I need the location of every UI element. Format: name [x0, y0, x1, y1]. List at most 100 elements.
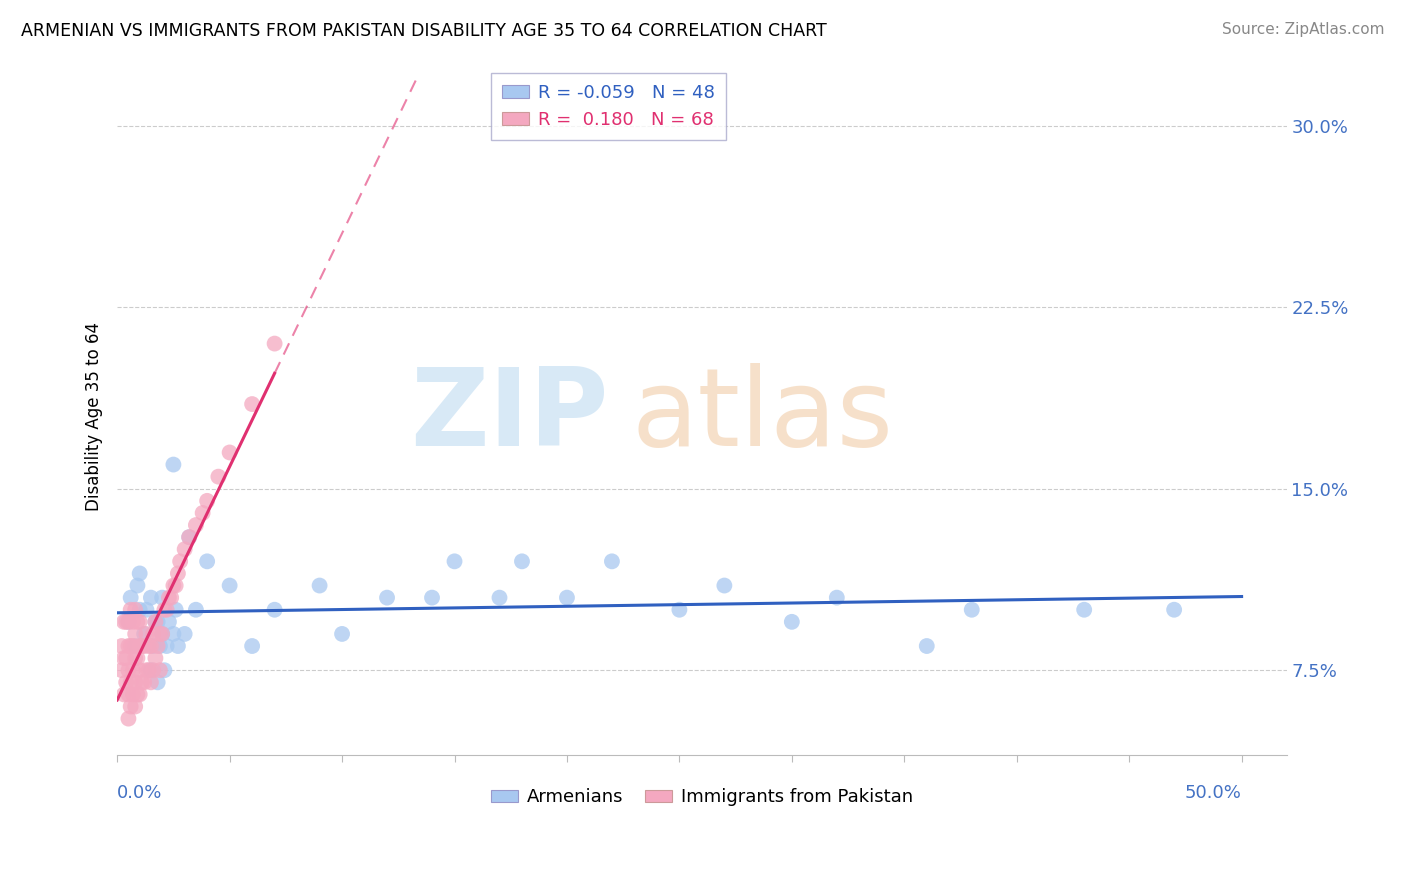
- Point: [157, 591, 180, 605]
- Point: [184, 518, 207, 533]
- Point: [149, 639, 172, 653]
- Point: [124, 639, 146, 653]
- Point: [960, 603, 983, 617]
- Point: [128, 566, 150, 581]
- Point: [150, 627, 173, 641]
- Point: [142, 639, 165, 653]
- Text: ZIP: ZIP: [409, 363, 609, 469]
- Point: [173, 542, 195, 557]
- Point: [169, 554, 191, 568]
- Point: [128, 687, 150, 701]
- Point: [124, 699, 146, 714]
- Point: [149, 627, 172, 641]
- Point: [138, 663, 160, 677]
- Point: [263, 603, 285, 617]
- Point: [122, 687, 145, 701]
- Point: [162, 458, 184, 472]
- Y-axis label: Disability Age 35 to 64: Disability Age 35 to 64: [86, 322, 103, 511]
- Point: [127, 687, 149, 701]
- Point: [131, 639, 153, 653]
- Point: [488, 591, 510, 605]
- Point: [134, 675, 156, 690]
- Point: [122, 615, 145, 629]
- Legend: Armenians, Immigrants from Pakistan: Armenians, Immigrants from Pakistan: [484, 781, 921, 814]
- Text: 0.0%: 0.0%: [117, 784, 163, 802]
- Point: [117, 687, 139, 701]
- Point: [308, 578, 330, 592]
- Point: [142, 663, 165, 677]
- Point: [139, 591, 162, 605]
- Point: [128, 663, 150, 677]
- Point: [124, 675, 146, 690]
- Point: [124, 651, 146, 665]
- Point: [117, 712, 139, 726]
- Point: [134, 639, 156, 653]
- Point: [240, 397, 263, 411]
- Point: [139, 639, 162, 653]
- Text: 50.0%: 50.0%: [1185, 784, 1241, 802]
- Point: [128, 639, 150, 653]
- Point: [1073, 603, 1095, 617]
- Point: [145, 651, 167, 665]
- Point: [112, 615, 135, 629]
- Point: [111, 639, 134, 653]
- Point: [127, 651, 149, 665]
- Point: [135, 663, 157, 677]
- Text: ARMENIAN VS IMMIGRANTS FROM PAKISTAN DISABILITY AGE 35 TO 64 CORRELATION CHART: ARMENIAN VS IMMIGRANTS FROM PAKISTAN DIS…: [21, 22, 827, 40]
- Point: [1163, 603, 1185, 617]
- Point: [139, 675, 162, 690]
- Point: [263, 336, 285, 351]
- Point: [160, 591, 183, 605]
- Point: [668, 603, 690, 617]
- Point: [117, 615, 139, 629]
- Point: [173, 627, 195, 641]
- Point: [165, 603, 187, 617]
- Point: [134, 627, 156, 641]
- Point: [120, 675, 142, 690]
- Point: [179, 530, 201, 544]
- Point: [240, 639, 263, 653]
- Point: [780, 615, 803, 629]
- Point: [138, 639, 160, 653]
- Point: [145, 615, 167, 629]
- Point: [146, 639, 169, 653]
- Point: [122, 639, 145, 653]
- Text: atlas: atlas: [631, 363, 894, 469]
- Point: [120, 603, 142, 617]
- Point: [135, 627, 157, 641]
- Point: [120, 639, 142, 653]
- Point: [124, 627, 146, 641]
- Point: [375, 591, 398, 605]
- Point: [146, 675, 169, 690]
- Point: [443, 554, 465, 568]
- Point: [825, 591, 848, 605]
- Point: [149, 663, 172, 677]
- Point: [218, 578, 240, 592]
- Point: [111, 663, 134, 677]
- Point: [600, 554, 623, 568]
- Point: [117, 615, 139, 629]
- Point: [157, 615, 180, 629]
- Point: [330, 627, 353, 641]
- Point: [184, 603, 207, 617]
- Point: [167, 639, 190, 653]
- Point: [117, 639, 139, 653]
- Point: [124, 603, 146, 617]
- Point: [150, 627, 173, 641]
- Point: [122, 663, 145, 677]
- Point: [191, 506, 214, 520]
- Point: [195, 493, 218, 508]
- Point: [420, 591, 443, 605]
- Point: [162, 578, 184, 592]
- Point: [127, 615, 149, 629]
- Point: [195, 554, 218, 568]
- Point: [915, 639, 938, 653]
- Point: [142, 627, 165, 641]
- Point: [713, 578, 735, 592]
- Text: Source: ZipAtlas.com: Source: ZipAtlas.com: [1222, 22, 1385, 37]
- Point: [120, 699, 142, 714]
- Point: [127, 578, 149, 592]
- Point: [153, 603, 176, 617]
- Point: [153, 663, 176, 677]
- Point: [207, 469, 229, 483]
